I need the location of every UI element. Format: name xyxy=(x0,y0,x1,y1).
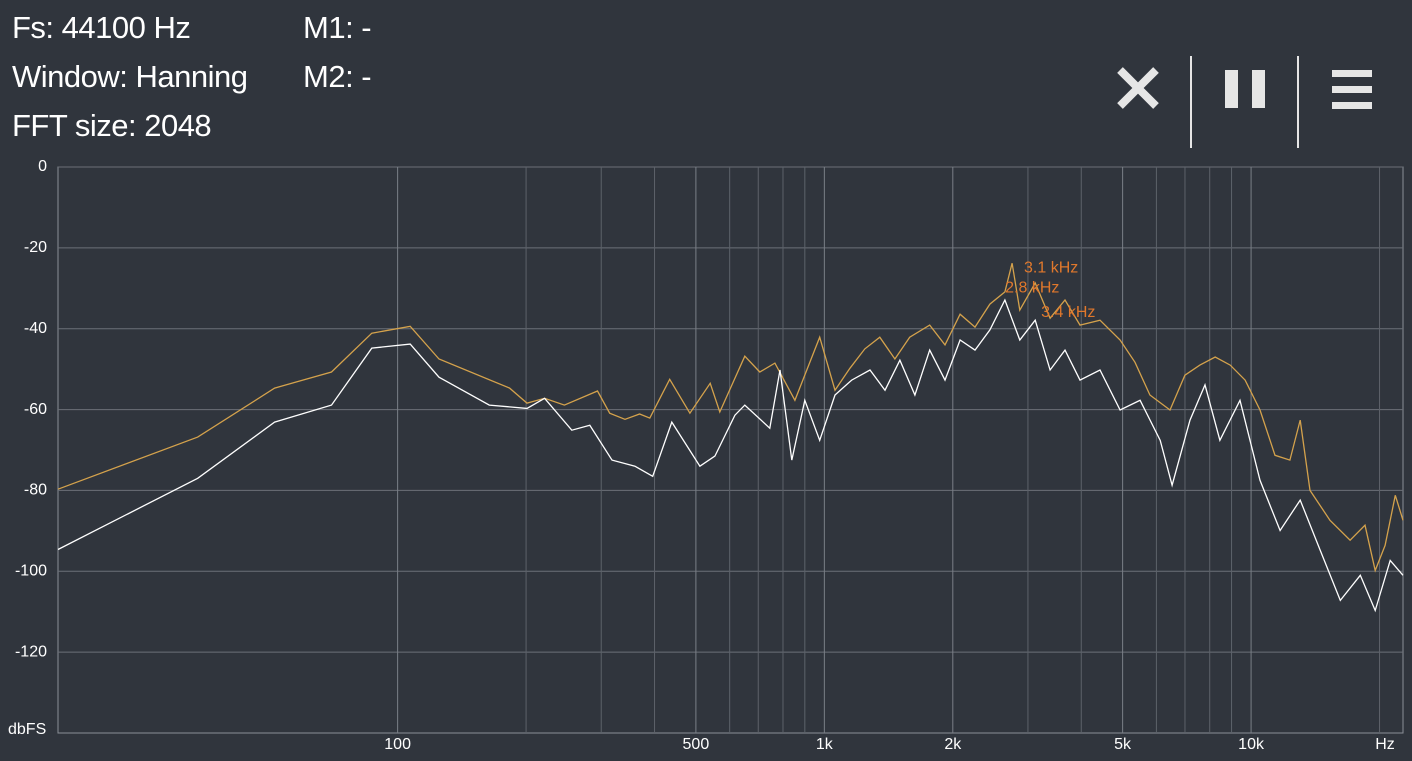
pause-button[interactable] xyxy=(1215,60,1275,120)
x-tick-label: 100 xyxy=(384,736,411,753)
y-tick-label: -80 xyxy=(24,482,47,499)
plot-area xyxy=(57,166,1404,734)
y-tick-label: -60 xyxy=(24,401,47,418)
y-tick-label: 0 xyxy=(38,158,47,175)
marker-text: M2: - xyxy=(303,59,372,94)
x-tick-label: 10k xyxy=(1238,736,1265,753)
peak-annotation: 2.8 kHz xyxy=(1005,280,1059,297)
y-tick-label: -100 xyxy=(15,563,47,580)
info-text: FFT size: 2048 xyxy=(12,108,212,143)
x-tick-label: 5k xyxy=(1114,736,1132,753)
spectrum-line xyxy=(57,263,1404,573)
toolbar xyxy=(1110,56,1382,148)
info-text: Window: Hanning xyxy=(12,59,248,94)
marker-text: M1: - xyxy=(303,10,372,45)
spectrum-line xyxy=(57,298,1404,613)
close-button[interactable] xyxy=(1110,60,1166,120)
y-tick-label: -20 xyxy=(24,239,47,256)
info-text: Fs: 44100 Hz xyxy=(12,10,191,45)
x-unit-label: Hz xyxy=(1375,736,1395,753)
x-tick-label: 2k xyxy=(944,736,962,753)
peak-annotation: 3.4 kHz xyxy=(1041,304,1095,321)
x-tick-label: 500 xyxy=(683,736,710,753)
menu-button[interactable] xyxy=(1322,60,1382,120)
x-tick-label: 1k xyxy=(816,736,834,753)
peak-annotation: 3.1 kHz xyxy=(1024,259,1078,276)
y-tick-label: -40 xyxy=(24,320,47,337)
y-unit-label: dbFS xyxy=(8,721,46,738)
y-tick-label: -120 xyxy=(15,643,47,660)
